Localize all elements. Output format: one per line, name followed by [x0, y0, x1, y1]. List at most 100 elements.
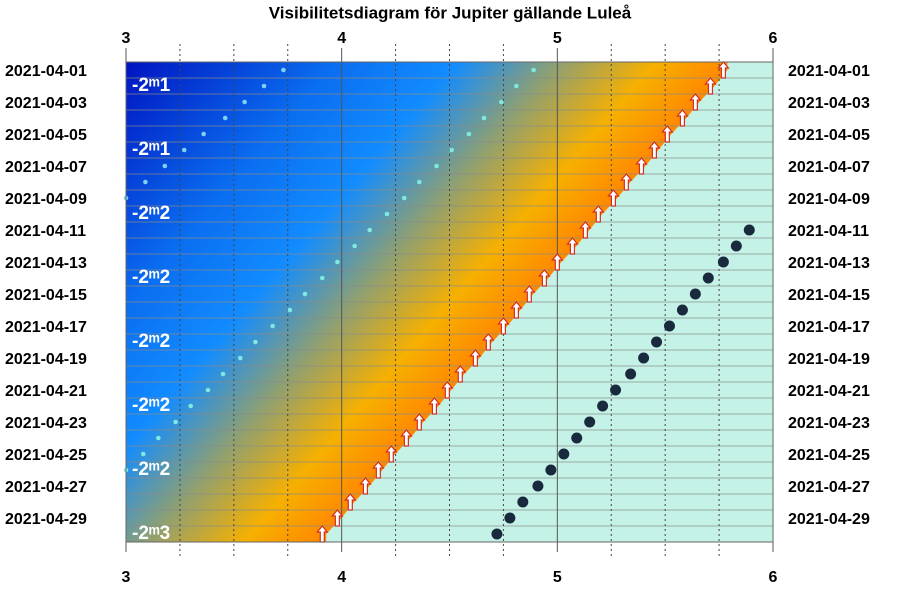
magnitude-label: -2ᵐ2: [132, 331, 170, 352]
jupiter-dot: [610, 384, 622, 396]
small-dot: [531, 67, 536, 73]
magnitude-label: -2ᵐ1: [132, 75, 171, 96]
jupiter-dot: [545, 464, 557, 476]
date-label-right: 2021-04-09: [788, 191, 870, 208]
small-dot: [498, 99, 504, 105]
date-label-left: 2021-04-19: [5, 351, 87, 368]
small-dot: [417, 179, 422, 185]
date-label-right: 2021-04-25: [788, 447, 870, 464]
small-dot: [466, 131, 472, 137]
date-label-right: 2021-04-03: [788, 95, 870, 112]
x-tick-label-bottom: 6: [769, 569, 778, 586]
sunrise-arrow: [428, 397, 441, 415]
sunrise-arrow: [344, 493, 357, 511]
sunrise-arrow: [497, 317, 510, 335]
date-label-left: 2021-04-17: [5, 319, 87, 336]
x-tick-label-top: 5: [553, 30, 562, 47]
jupiter-dot: [663, 320, 675, 332]
date-label-right: 2021-04-17: [788, 319, 870, 336]
small-dot: [401, 195, 407, 201]
small-dot: [242, 99, 247, 105]
sunrise-arrow: [454, 365, 467, 383]
date-label-left: 2021-04-09: [5, 191, 87, 208]
sunrise-arrow: [689, 93, 702, 111]
small-dot: [238, 355, 243, 361]
jupiter-dot: [702, 272, 714, 284]
date-label-right: 2021-04-29: [788, 511, 870, 528]
magnitude-label: -2ᵐ2: [132, 395, 170, 416]
jupiter-dot: [558, 448, 570, 460]
date-label-right: 2021-04-23: [788, 415, 870, 432]
sunrise-arrow: [523, 285, 536, 303]
date-label-right: 2021-04-15: [788, 287, 870, 304]
sunrise-arrow: [648, 141, 661, 159]
small-dot: [220, 371, 226, 377]
small-dot: [143, 179, 148, 185]
small-dot: [481, 115, 487, 121]
sunrise-arrow: [676, 109, 689, 127]
magnitude-label: -2ᵐ2: [132, 267, 170, 288]
small-dot: [302, 291, 308, 297]
x-tick-label-top: 4: [337, 30, 346, 47]
small-dot: [222, 115, 228, 121]
date-label-right: 2021-04-11: [788, 223, 869, 240]
x-tick-label-top: 3: [122, 30, 131, 47]
sunrise-arrow: [331, 509, 344, 527]
sunrise-arrow: [413, 413, 426, 431]
x-tick-label-bottom: 4: [337, 569, 346, 586]
sunrise-arrow: [384, 445, 398, 463]
date-label-left: 2021-04-23: [5, 415, 87, 432]
jupiter-dot: [638, 352, 650, 364]
small-dot: [514, 83, 519, 89]
small-dot: [449, 147, 454, 153]
sunrise-arrow: [717, 61, 730, 79]
small-dot: [287, 307, 293, 313]
date-label-left: 2021-04-05: [5, 127, 87, 144]
x-tick-label-bottom: 3: [122, 569, 131, 586]
date-label-left: 2021-04-01: [5, 63, 87, 80]
chart-title: Visibilitetsdiagram för Jupiter gällande…: [269, 3, 632, 22]
jupiter-dot: [625, 368, 637, 380]
sunrise-arrow: [359, 477, 372, 495]
jupiter-dot: [717, 256, 729, 268]
jupiter-dot: [491, 528, 503, 540]
jupiter-dot: [571, 432, 583, 444]
date-label-right: 2021-04-07: [788, 159, 870, 176]
date-label-right: 2021-04-27: [788, 479, 870, 496]
date-label-left: 2021-04-03: [5, 95, 87, 112]
plot-frame: [125, 61, 774, 543]
sunrise-arrow: [441, 381, 454, 399]
small-dot: [201, 131, 206, 137]
magnitude-label: -2ᵐ2: [132, 203, 170, 224]
date-label-left: 2021-04-29: [5, 511, 87, 528]
sunrise-arrow: [372, 461, 385, 479]
small-dot: [140, 451, 146, 457]
jupiter-dot: [743, 224, 755, 236]
sunrise-arrow: [538, 269, 551, 287]
small-dot: [270, 323, 275, 329]
sunrise-arrow: [469, 349, 482, 367]
jupiter-dot: [676, 304, 688, 316]
jupiter-dot: [532, 480, 544, 492]
x-tick-label-top: 6: [769, 30, 778, 47]
sunrise-arrow: [592, 205, 605, 223]
date-label-right: 2021-04-13: [788, 255, 870, 272]
sunrise-arrow: [566, 237, 579, 255]
small-dot: [335, 259, 340, 265]
jupiter-dot: [517, 496, 529, 508]
small-dot: [253, 339, 258, 345]
date-label-right: 2021-04-05: [788, 127, 870, 144]
magnitude-label: -2ᵐ1: [132, 139, 171, 160]
sunrise-arrow: [635, 157, 648, 175]
sunrise-arrow: [400, 429, 413, 447]
jupiter-dot: [584, 416, 596, 428]
magnitude-label: -2ᵐ2: [132, 459, 170, 480]
sunrise-arrow: [551, 253, 564, 271]
date-label-left: 2021-04-21: [5, 383, 87, 400]
date-label-left: 2021-04-13: [5, 255, 87, 272]
small-dot: [156, 435, 161, 441]
date-label-right: 2021-04-01: [788, 63, 870, 80]
small-dot: [384, 211, 390, 217]
small-dot: [181, 147, 187, 153]
